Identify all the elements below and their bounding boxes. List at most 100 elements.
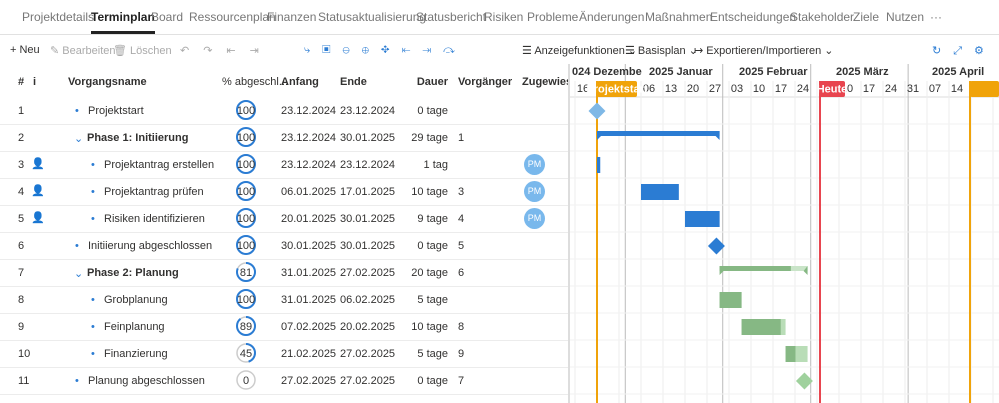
bullet: •: [91, 213, 95, 225]
tab[interactable]: Änderungen: [579, 10, 645, 24]
export-button[interactable]: ↦ Exportieren/Importieren ⌄: [694, 45, 834, 57]
column-header[interactable]: Vorgangsname: [68, 76, 147, 88]
predecessor: 5: [458, 240, 465, 252]
task-row[interactable]: 4 👤 • Projektantrag prüfen 100 06.01.2025 17.0…: [0, 178, 568, 206]
end-date: 30.01.2025: [340, 213, 396, 225]
month-label: 2025 Februar: [739, 66, 808, 78]
column-header[interactable]: Ende: [340, 76, 367, 88]
bullet: •: [75, 240, 79, 252]
row-id: 6: [18, 240, 25, 252]
predecessor: 6: [458, 267, 465, 279]
tab[interactable]: Probleme: [527, 10, 579, 24]
tab[interactable]: Terminplan: [91, 10, 155, 24]
start-date: 27.02.2025: [281, 375, 337, 387]
tab[interactable]: Finanzen: [267, 10, 317, 24]
task-name: Grobplanung: [104, 294, 168, 306]
collapse-icon[interactable]: ⌄: [74, 268, 84, 280]
duration: 1 tag: [423, 159, 448, 171]
tab[interactable]: Ressourcenplan: [189, 10, 276, 24]
task-row[interactable]: 11 • Planung abgeschlossen 0 27.02.2025 27.02…: [0, 367, 568, 395]
bullet: •: [75, 105, 79, 117]
task-row[interactable]: 8 • Grobplanung 100 31.01.2025 06.02.2025 5 ta…: [0, 286, 568, 314]
label[interactable]: Basisplan: [637, 45, 686, 57]
duration: 5 tage: [417, 348, 448, 360]
task-row[interactable]: 6 • Initiierung abgeschlossen 100 30.01.2025…: [0, 232, 568, 260]
ring-progress: [236, 208, 256, 228]
label[interactable]: Bearbeiten: [62, 45, 116, 57]
row-id: 5: [18, 213, 25, 225]
ring-progress: [236, 289, 256, 309]
column-header[interactable]: Dauer: [416, 76, 448, 88]
progress-ring: 81: [236, 262, 256, 282]
active-indicator: [91, 31, 155, 34]
start-date: 23.12.2024: [281, 132, 337, 144]
delete-button[interactable]: 🗑 Löschen: [113, 45, 172, 57]
task-row[interactable]: 2 ⌄ Phase 1: Initiierung 100 23.12.2024 30.01…: [0, 124, 568, 152]
label[interactable]: Löschen: [130, 45, 172, 57]
tab[interactable]: Board: [151, 10, 184, 24]
percent-label: 81: [240, 267, 252, 279]
end-date: 30.01.2025: [340, 240, 396, 252]
summary-bar: [719, 266, 791, 271]
percent-label: 100: [237, 159, 255, 171]
label[interactable]: Exportieren/Importieren: [706, 45, 822, 57]
task-row[interactable]: 10 • Finanzierung 45 21.02.2025 27.02.2025 5 t…: [0, 340, 568, 368]
ring-progress: [236, 316, 256, 336]
column-header[interactable]: #: [18, 76, 25, 88]
duration: 5 tage: [417, 294, 448, 306]
progress-ring: 100: [236, 208, 256, 228]
tab[interactable]: Entscheidungen: [710, 10, 797, 24]
label[interactable]: Anzeigefunktionen: [534, 45, 625, 57]
week-label: 14: [951, 83, 963, 95]
column-header[interactable]: % abgeschl...: [222, 76, 289, 88]
task-name: Initiierung abgeschlossen: [88, 240, 213, 252]
task-row[interactable]: 3 👤 • Projektantrag erstellen 100 23.12.2024 2…: [0, 151, 568, 179]
task-name: Projektstart: [88, 105, 144, 117]
tab[interactable]: Ziele: [853, 10, 880, 24]
assignee-avatar: PM: [524, 181, 545, 202]
task-row[interactable]: 7 ⌄ Phase 2: Planung 81 31.01.2025 27.02.2025…: [0, 259, 568, 287]
ring-progress: [236, 181, 256, 201]
task-name: Planung abgeschlossen: [88, 375, 205, 387]
end-date: 23.12.2024: [340, 105, 396, 117]
more-tabs[interactable]: ···: [930, 10, 942, 24]
week-label: 20: [687, 83, 699, 95]
tab[interactable]: Statusbericht: [416, 10, 487, 24]
view-icons[interactable]: ↻⤢⚙: [932, 45, 996, 57]
column-header[interactable]: Vorgänger: [458, 76, 513, 88]
tab[interactable]: Projektdetails: [22, 10, 95, 24]
start-date: 21.02.2025: [281, 348, 337, 360]
task-row[interactable]: 9 • Feinplanung 89 07.02.2025 20.02.2025 10 ta…: [0, 313, 568, 341]
end-date: 30.01.2025: [340, 132, 396, 144]
column-header[interactable]: Anfang: [281, 76, 319, 88]
start-date: 30.01.2025: [281, 240, 337, 252]
label[interactable]: Neu: [19, 44, 40, 56]
progress-ring: 100: [236, 235, 256, 255]
tab-bar: Projektdetails Terminplan Board Ressourcenp…: [0, 0, 999, 35]
end-date: 23.12.2024: [340, 159, 396, 171]
ring-progress: [236, 100, 256, 120]
task-row[interactable]: 5 👤 • Risiken identifizieren 100 20.01.2025 30…: [0, 205, 568, 233]
tab[interactable]: Nutzen: [886, 10, 925, 24]
baseline-button[interactable]: ☰ Basisplan ⌄: [625, 45, 698, 57]
display-button[interactable]: ☰ Anzeigefunktionen ⌄: [522, 45, 638, 57]
task-row[interactable]: 1 • Projektstart 100 23.12.2024 23.12.2024 0 t…: [0, 97, 568, 125]
duration: 20 tage: [411, 267, 448, 279]
edit-button[interactable]: ✎ Bearbeiten: [50, 45, 116, 57]
ring-progress: [236, 235, 256, 255]
start-date: 23.12.2024: [281, 105, 337, 117]
new-button[interactable]: + Neu: [10, 44, 40, 56]
column-header[interactable]: i: [33, 76, 37, 88]
ring-progress: [236, 343, 256, 363]
tab[interactable]: Statusaktualisierung: [318, 10, 427, 24]
tab[interactable]: Maßnahmen: [645, 10, 713, 24]
percent-label: 0: [243, 375, 249, 387]
summary-bar: [597, 131, 720, 136]
column-header[interactable]: Zugewiesen: [522, 76, 568, 88]
splitter[interactable]: [568, 64, 570, 403]
tab[interactable]: Risiken: [484, 10, 524, 24]
tab[interactable]: Stakeholder: [790, 10, 855, 24]
row-id: 11: [18, 375, 30, 387]
collapse-icon[interactable]: ⌄: [74, 133, 84, 145]
progress-ring: 100: [236, 127, 256, 147]
